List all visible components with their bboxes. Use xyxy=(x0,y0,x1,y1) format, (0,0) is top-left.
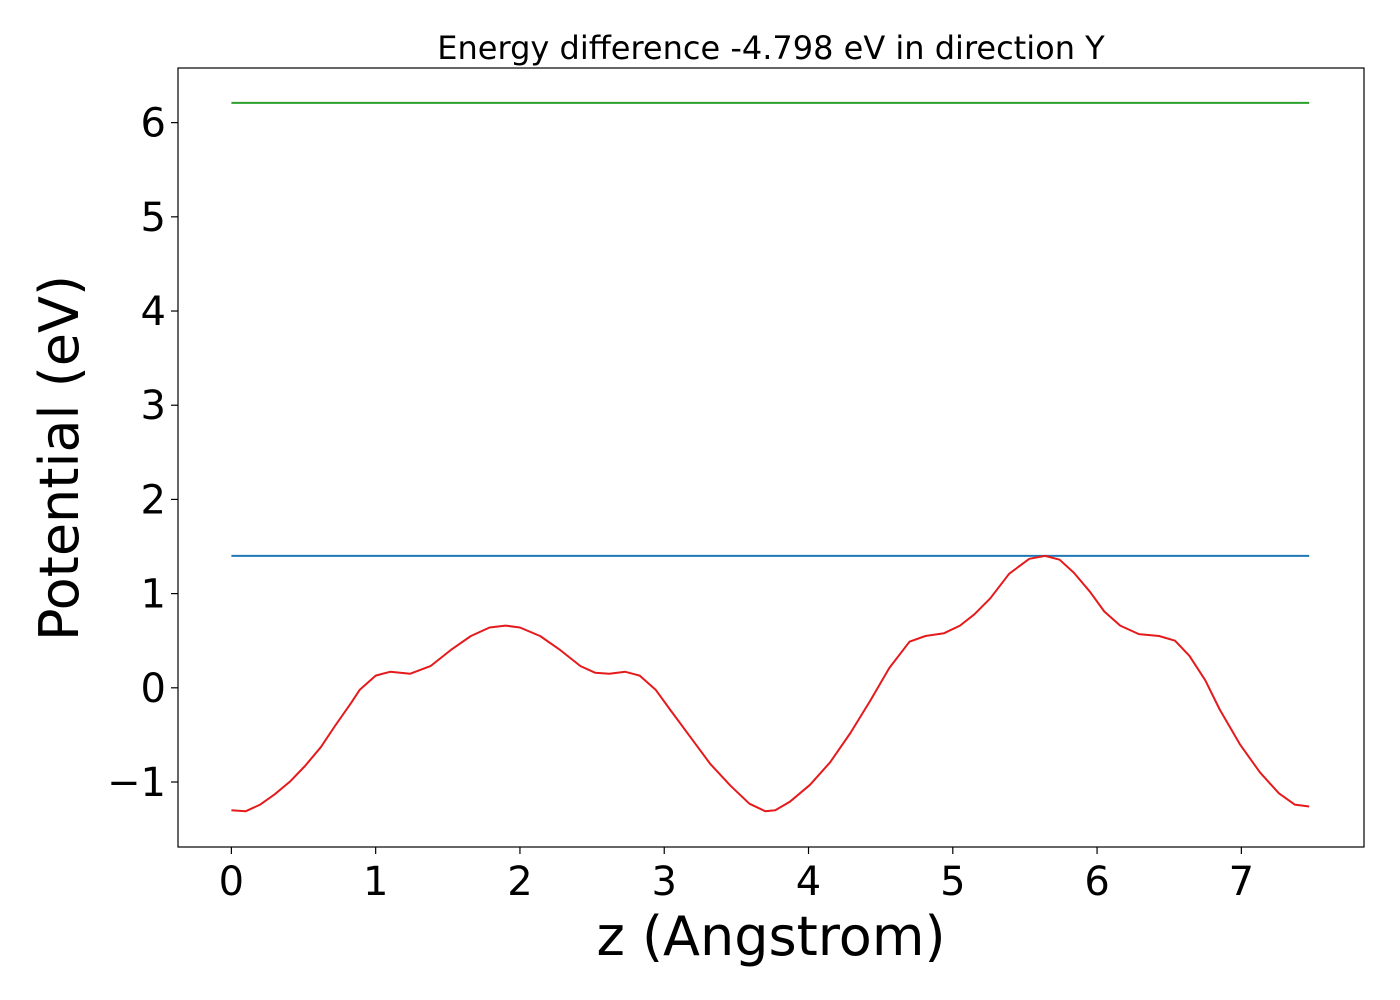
x-tick-label: 0 xyxy=(219,859,244,905)
x-tick-label: 3 xyxy=(652,859,677,905)
y-tick-label: 2 xyxy=(141,477,166,523)
x-axis-label: z (Angstrom) xyxy=(596,905,945,968)
x-tick-label: 1 xyxy=(363,859,388,905)
x-tick-label: 7 xyxy=(1229,859,1254,905)
x-tick-label: 5 xyxy=(940,859,965,905)
y-tick-label: 5 xyxy=(141,195,166,241)
y-tick-label: −1 xyxy=(107,760,166,806)
series-line-2 xyxy=(231,554,1310,813)
y-axis-label: Potential (eV) xyxy=(28,275,91,641)
y-tick-label: 0 xyxy=(141,666,166,712)
x-tick-label: 4 xyxy=(796,859,821,905)
y-tick-label: 3 xyxy=(141,383,166,429)
y-tick-label: 6 xyxy=(141,101,166,147)
x-tick-label: 6 xyxy=(1084,859,1109,905)
chart-title: Energy difference -4.798 eV in direction… xyxy=(437,29,1105,67)
series-layer xyxy=(231,101,1310,813)
plot-frame xyxy=(177,67,1365,848)
y-tick-label: 4 xyxy=(141,289,166,335)
x-tick-label: 2 xyxy=(507,859,532,905)
y-tick-label: 1 xyxy=(141,572,166,618)
ticks-layer: 0 1 2 3 4 5 6 7 −1 0 1 2 3 4 5 6 xyxy=(107,101,1254,905)
